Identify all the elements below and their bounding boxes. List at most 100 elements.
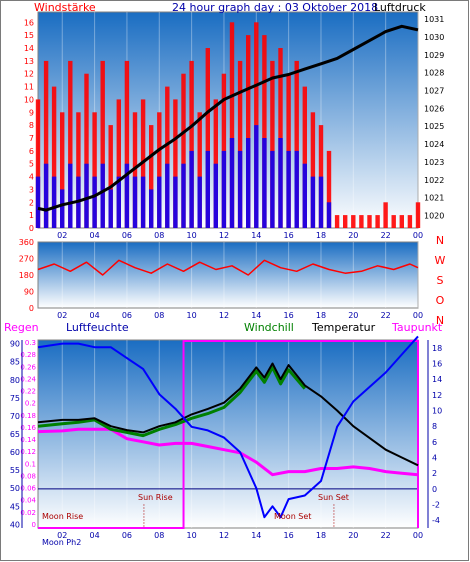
wind-speed-bar: [181, 73, 186, 228]
gust-bar: [213, 163, 218, 228]
direction-x-tick-label: 12: [219, 311, 229, 320]
wind-speed-bar: [108, 125, 113, 228]
rain-y-tick-label: 0.06: [20, 485, 36, 493]
label-taupunkt: Taupunkt: [391, 321, 443, 334]
wind-y-tick-label: 9: [29, 108, 34, 117]
wind-y-tick-label: 13: [24, 57, 34, 66]
gust-bar: [318, 176, 324, 228]
wind-y-tick-label: 5: [29, 160, 34, 169]
header-right: Luftdruck: [374, 1, 426, 14]
wind-x-tick-label: 12: [219, 231, 229, 240]
wind-speed-bar: [132, 112, 138, 228]
humidity-y-tick-label: 70: [10, 412, 20, 421]
temperature-y-tick-label: 12: [432, 391, 442, 400]
compass-label: W: [435, 254, 446, 267]
gust-bar: [60, 189, 65, 228]
humidity-y-tick-label: 90: [10, 340, 20, 349]
gust-bar: [294, 150, 299, 228]
temp-x-tick-label: 22: [381, 531, 391, 540]
pressure-y-tick-label: 1024: [424, 140, 444, 149]
gust-bar: [108, 189, 113, 228]
wind-x-tick-label: 00: [413, 231, 423, 240]
pressure-y-tick-label: 1029: [424, 51, 444, 60]
gust-bar: [229, 138, 235, 228]
wind-y-tick-label: 15: [24, 31, 34, 40]
wind-speed-bar: [302, 86, 307, 228]
temp-x-tick-label: 04: [90, 531, 100, 540]
compass-label: N: [436, 234, 444, 247]
direction-x-tick-label: 00: [413, 311, 423, 320]
wind-x-tick-label: 02: [57, 231, 67, 240]
gust-bar: [310, 176, 316, 228]
temperature-y-tick-label: 0: [432, 485, 437, 494]
direction-x-tick-label: 06: [122, 311, 132, 320]
rain-y-tick-label: 0.3: [25, 339, 36, 347]
wind-x-tick-label: 22: [381, 231, 391, 240]
header-left: Windstärke: [34, 1, 96, 14]
wind-y-tick-label: 16: [24, 18, 34, 27]
wind-speed-bar: [351, 215, 356, 228]
wind-speed-bar: [310, 112, 316, 228]
pressure-y-tick-label: 1025: [424, 122, 444, 131]
wind-speed-bar: [157, 112, 162, 228]
temp-x-tick-label: 02: [57, 531, 67, 540]
temperature-y-tick-label: 8: [432, 422, 437, 431]
pressure-y-tick-label: 1030: [424, 33, 444, 42]
pressure-y-tick-label: 1031: [424, 15, 444, 24]
rain-y-tick-label: 0.18: [20, 412, 36, 420]
humidity-y-tick-label: 55: [10, 466, 20, 475]
compass-label: S: [437, 274, 444, 287]
gust-bar: [92, 176, 97, 228]
moon-set-label: Moon Set: [274, 512, 311, 521]
wind-y-tick-label: 8: [29, 121, 34, 130]
gust-bar: [100, 163, 105, 228]
wind-y-tick-label: 11: [24, 83, 34, 92]
rain-y-tick-label: 0.02: [20, 509, 36, 517]
rain-y-tick-label: 0: [32, 521, 36, 529]
gust-bar: [278, 138, 283, 228]
gust-bar: [149, 189, 154, 228]
humidity-y-tick-label: 80: [10, 376, 20, 385]
temp-x-tick-label: 16: [284, 531, 294, 540]
wind-y-tick-label: 14: [24, 44, 34, 53]
sun-rise-label: Sun Rise: [138, 493, 173, 502]
temperature-y-tick-label: -4: [432, 516, 440, 525]
humidity-y-tick-label: 40: [10, 520, 20, 529]
rain-y-tick-label: 0.08: [20, 472, 36, 480]
gust-bar: [51, 176, 57, 228]
wind-y-tick-label: 6: [29, 147, 34, 156]
wind-speed-bar: [343, 215, 348, 228]
wind-y-tick-label: 10: [24, 95, 34, 104]
wind-speed-bar: [51, 86, 57, 228]
wind-speed-bar: [391, 215, 396, 228]
wind-speed-bar: [229, 22, 235, 228]
rain-y-tick-label: 0.26: [20, 363, 36, 371]
pressure-y-tick-label: 1021: [424, 194, 444, 203]
wind-direction-line: [37, 259, 419, 276]
rain-y-tick-label: 0.12: [20, 448, 36, 456]
gust-bar: [262, 138, 267, 228]
wind-y-tick-label: 2: [29, 198, 34, 207]
humidity-y-tick-label: 85: [10, 358, 20, 367]
humidity-line: [37, 335, 419, 519]
direction-y-tick-label: 0: [29, 304, 34, 313]
wind-speed-bar: [326, 150, 332, 228]
gust-bar: [302, 163, 307, 228]
direction-y-tick-label: 180: [19, 271, 34, 280]
gust-bar: [173, 176, 178, 228]
moon-axis-label: Moon Ph2: [42, 538, 81, 547]
wind-speed-bar: [35, 99, 41, 229]
gust-bar: [326, 202, 332, 228]
temperature-y-tick-label: 16: [432, 360, 442, 369]
temp-x-tick-label: 00: [413, 531, 423, 540]
wind-pressure-plot: 02 04 06 08 10 12 14 16 18 20 22 000123456789101112…: [24, 12, 444, 240]
pressure-y-tick-label: 1023: [424, 158, 444, 167]
wind-speed-bar: [189, 60, 194, 229]
direction-x-tick-label: 10: [187, 311, 197, 320]
direction-x-tick-label: 22: [381, 311, 391, 320]
wind-speed-bar: [116, 99, 121, 229]
pressure-y-tick-label: 1028: [424, 69, 444, 78]
gust-bar: [189, 150, 194, 228]
